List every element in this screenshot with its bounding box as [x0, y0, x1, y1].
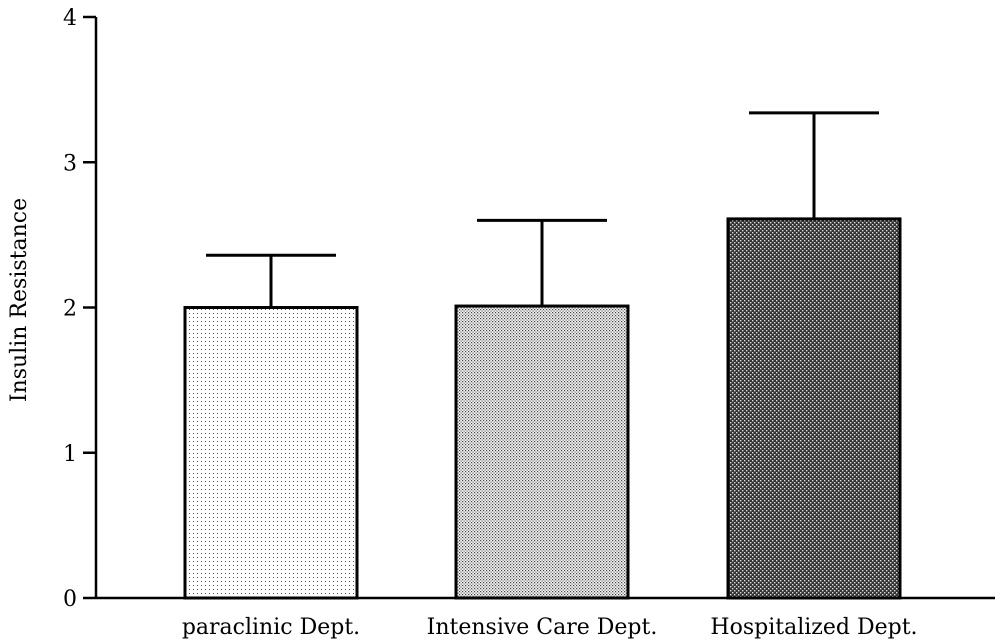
x-category-label: paraclinic Dept. [182, 615, 360, 640]
bars-layer [183, 111, 902, 600]
y-axis-title: Insulin Resistance [7, 198, 32, 402]
bar-0 [183, 306, 359, 600]
x-category-label: Hospitalized Dept. [710, 615, 917, 640]
x-category-label: Intensive Care Dept. [427, 615, 658, 640]
axes-layer: paraclinic Dept. Intensive Care Dept. Hosp… [63, 6, 995, 640]
bar-2 [726, 217, 902, 600]
y-tick-label: 1 [63, 442, 77, 467]
bar-1 [454, 304, 630, 600]
y-tick-label: 3 [63, 151, 77, 176]
y-tick-label: 2 [63, 297, 77, 322]
y-tick-label: 4 [63, 6, 77, 31]
y-tick-label: 0 [63, 587, 77, 612]
